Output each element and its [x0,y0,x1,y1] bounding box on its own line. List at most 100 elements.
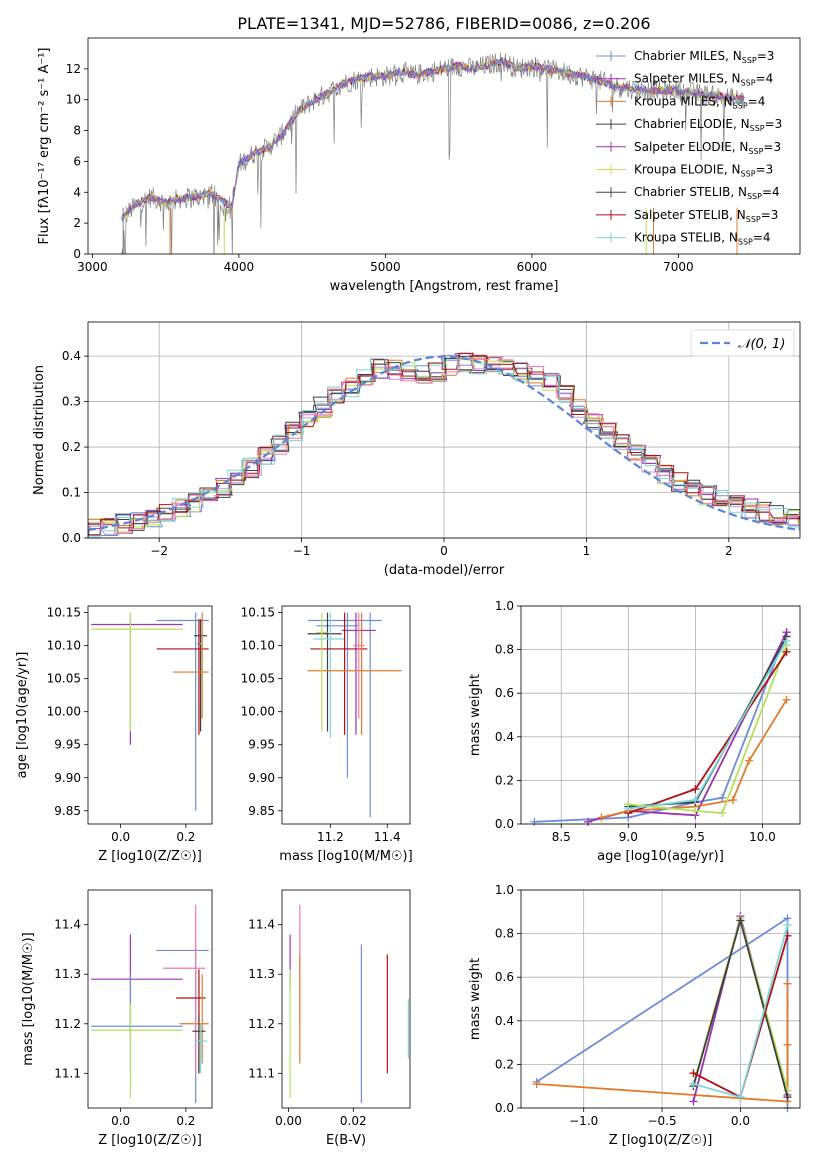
series-lines [530,628,791,826]
x-tick-label: −1.0 [569,1114,598,1128]
model-spectrum-line [121,58,745,220]
series-line [628,636,788,808]
y-tick-label: 0.6 [495,970,514,984]
y-tick-label: 0.8 [495,927,514,941]
legend-subscript: SSP [733,101,748,110]
axes-age-vs-Z: 0.0 0.2 9.85 9.90 9.95 10.00 10.05 10.10 10.15 [47,606,196,844]
x-axis-label: Z [log10(Z/Z☉)] [609,1133,713,1148]
y-tick-label: 11.4 [54,918,81,932]
y-tick-label: 10.05 [241,672,275,686]
y-tick-label: 0.3 [62,395,81,409]
y-tick-label: 9.85 [248,804,275,818]
y-tick-label: 11.2 [248,1017,275,1031]
x-tick-label: 11.2 [317,830,344,844]
x-tick-label: 0 [440,544,448,558]
model-spectrum-line [121,56,745,223]
legend-label: 𝒩(0, 1) [738,337,785,352]
y-tick-label: 11.1 [248,1066,275,1080]
y-tick-label: 10.05 [47,672,81,686]
axes-weight-vs-Z: −1.0 −0.5 0.0 0.0 0.2 0.4 0.6 0.8 1.0 [495,883,800,1128]
x-tick-label: 4000 [224,260,255,274]
y-tick-label: 0.2 [62,440,81,454]
y-tick-label: 6 [73,154,81,168]
y-tick-label: 9.95 [248,738,275,752]
y-axis-label: Normed distribution [32,365,47,495]
x-axis-label: Z [log10(Z/Z☉)] [98,1133,202,1148]
y-tick-label: 0.4 [495,1014,514,1028]
legend-subscript: SSP [741,79,756,88]
y-tick-label: 8 [73,124,81,138]
x-tick-label: 9.0 [619,830,638,844]
y-tick-label: 9.90 [248,771,275,785]
histogram-step [88,356,800,534]
axes-weight-vs-age: 8.5 9.0 9.5 10.0 0.0 0.2 0.4 0.6 0.8 1.0 [495,599,800,844]
legend-label: Kroupa STELIB, NSSP=4 [634,231,771,247]
x-tick-label: 0.02 [340,1114,367,1128]
y-tick-label: 10.10 [47,639,81,653]
y-axis-label: mass [log10(M/M☉)] [21,932,36,1065]
axes-frame [520,605,801,825]
x-tick-label: 0.00 [275,1114,302,1128]
y-tick-label: 0.8 [495,643,514,657]
y-tick-label: 0.1 [62,486,81,500]
legend-label: Kroupa MILES, NSSP=4 [634,94,765,110]
y-tick-label: 10.10 [241,639,275,653]
legend-label: Chabrier MILES, NSSP=3 [634,49,774,65]
axes-frame [87,321,801,539]
series-line [534,631,788,823]
y-axis-label: Flux [fλ10⁻¹⁷ erg cm⁻² s⁻¹ A⁻¹] [37,48,52,245]
errorbars [307,612,402,818]
y-tick-label: 11.2 [54,1017,81,1031]
x-tick-label: 3000 [77,260,108,274]
gaussian-curve [88,355,798,532]
x-tick-label: 0.0 [111,830,130,844]
x-axis-label: E(B-V) [326,1133,366,1148]
legend-label: Chabrier STELIB, NSSP=4 [634,185,780,201]
x-tick-label: −2 [150,544,168,558]
legend-label-rest: =3 [756,163,774,177]
x-tick-label: 9.5 [686,830,705,844]
legend-label-rest: =4 [756,72,774,86]
x-tick-label: 7000 [663,260,694,274]
legend-subscript: SSP [742,56,757,65]
legend-label-rest: =3 [761,208,779,222]
legend: 𝒩(0, 1) [690,329,795,357]
legend-label: Kroupa ELODIE, NSSP=3 [634,163,773,179]
axes-frame [281,605,411,825]
legend-subscript: SSP [746,215,761,224]
x-tick-label: 1 [583,544,591,558]
y-tick-label: 0.4 [62,349,81,363]
y-tick-label: 10 [66,93,81,107]
x-tick-label: 11.4 [374,830,401,844]
errorbars [91,904,209,1104]
legend-label-rest: =4 [762,185,780,199]
axes-frame [87,889,213,1109]
x-axis-label: mass [log10(M/M☉)] [279,849,412,864]
spectrum-lines [121,52,745,254]
y-tick-label: 0 [73,247,81,261]
x-tick-label: 2 [725,544,733,558]
errorbars [289,904,409,1104]
legend-label: Salpeter STELIB, NSSP=3 [634,208,778,224]
legend-label-rest: =3 [765,117,783,131]
series-line [627,651,788,814]
y-tick-label: 10.00 [241,705,275,719]
series-lines [532,912,792,1112]
y-tick-label: 2 [73,216,81,230]
axes-frame [87,37,801,255]
y-tick-label: 10.15 [241,606,275,620]
y-tick-label: 9.85 [54,804,81,818]
series-line [587,631,788,823]
y-tick-label: 0.0 [495,817,514,831]
y-axis-label: age [log10(age/yr)] [15,652,30,779]
histogram-step [88,355,800,538]
x-tick-label: 0.0 [111,1114,130,1128]
y-tick-label: 0.0 [62,531,81,545]
x-tick-label: 0.2 [176,1114,195,1128]
axes-mass-vs-Z: 0.0 0.2 11.1 11.2 11.3 11.4 [54,918,195,1128]
y-axis-label: mass weight [468,958,483,1040]
x-axis-label: wavelength [Angstrom, rest frame] [330,279,559,294]
x-tick-label: 8.5 [552,830,571,844]
legend-subscript: SSP [747,192,762,201]
